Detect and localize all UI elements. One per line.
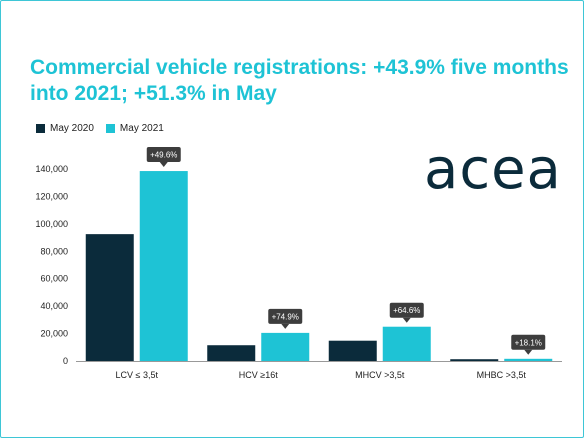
legend-item-2020: May 2020 (36, 123, 94, 134)
bar-2021 (382, 326, 431, 361)
y-tick-label: 100,000 (35, 219, 68, 229)
bar-2020 (207, 345, 256, 361)
y-tick-label: 20,000 (40, 329, 68, 339)
acea-logo: acea (424, 137, 562, 202)
bar-2021 (139, 171, 188, 361)
x-category-label: LCV ≤ 3,5t (116, 370, 159, 380)
legend-swatch-2021 (105, 124, 115, 133)
callout-pointer (281, 323, 290, 329)
chart-title: Commercial vehicle registrations: +43.9%… (30, 56, 569, 105)
chart-legend: May 2020 May 2021 (36, 123, 176, 134)
legend-label-2021: May 2021 (119, 123, 164, 134)
callout-box (268, 308, 303, 324)
y-tick-label: 140,000 (35, 164, 68, 174)
bar-2020 (85, 234, 134, 361)
callout-pointer (524, 349, 533, 355)
y-tick-label: 80,000 (40, 246, 68, 256)
legend-label-2020: May 2020 (50, 123, 94, 134)
bar-2020 (450, 359, 499, 361)
callout-pointer (159, 162, 168, 168)
callout-box (146, 147, 181, 163)
legend-swatch-2020 (36, 124, 45, 133)
callout-label: +74.9% (272, 312, 299, 321)
y-tick-label: 120,000 (35, 191, 68, 201)
callout-pointer (402, 317, 411, 323)
x-category-label: MHBC >3,5t (477, 370, 527, 380)
y-tick-label: 0 (63, 356, 68, 366)
bar-2021 (261, 332, 310, 361)
y-tick-label: 60,000 (40, 274, 68, 284)
callout-label: +18.1% (515, 338, 542, 347)
legend-item-2021: May 2021 (105, 123, 164, 134)
callout-box (389, 302, 424, 318)
y-tick-label: 40,000 (40, 301, 68, 311)
bar-2021 (504, 358, 553, 361)
callout-box (511, 334, 546, 350)
callout-label: +64.6% (393, 306, 420, 315)
callout-label: +49.6% (150, 151, 177, 160)
x-category-label: HCV ≥16t (239, 370, 278, 380)
bar-2020 (328, 340, 377, 361)
x-category-label: MHCV >3,5t (355, 370, 405, 380)
